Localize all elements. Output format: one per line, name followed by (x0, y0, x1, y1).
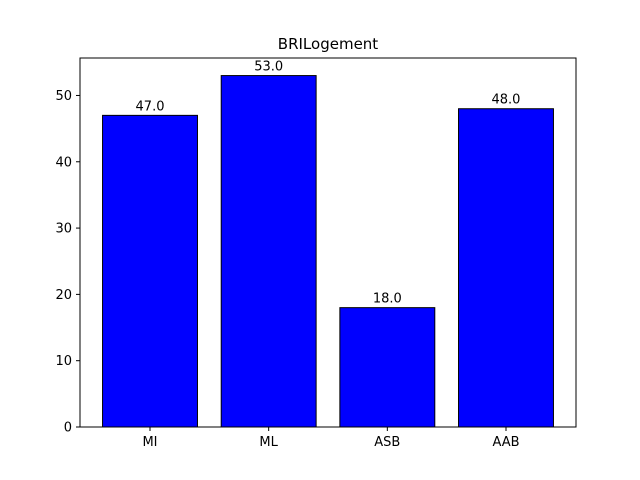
bars-layer (102, 75, 554, 428)
value-label-mi: 47.0 (136, 99, 165, 114)
x-tick-label-asb: ASB (374, 435, 400, 450)
x-tick-label-ml: ML (259, 435, 278, 450)
y-tick-label-50: 50 (55, 89, 72, 104)
y-tick-label-0: 0 (64, 421, 72, 436)
x-axis: MI ML ASB AAB (142, 427, 520, 450)
bar-mi (102, 114, 198, 428)
y-tick-label-40: 40 (55, 155, 72, 170)
value-label-asb: 18.0 (373, 292, 402, 307)
value-label-aab: 48.0 (492, 93, 521, 108)
x-tick-label-aab: AAB (492, 435, 519, 450)
bar-asb (339, 307, 436, 428)
x-tick-label-mi: MI (142, 435, 157, 450)
value-labels-layer: 47.0 53.0 18.0 48.0 (136, 60, 521, 307)
y-tick-label-20: 20 (55, 288, 72, 303)
y-tick-label-10: 10 (55, 354, 72, 369)
bar-ml (220, 75, 317, 428)
y-axis: 0 10 20 30 40 50 (55, 89, 80, 436)
chart-title: BRILogement (278, 35, 379, 53)
bar-aab (458, 108, 554, 428)
value-label-ml: 53.0 (254, 60, 283, 75)
y-tick-label-30: 30 (55, 222, 72, 237)
plot-frame (79, 57, 577, 428)
